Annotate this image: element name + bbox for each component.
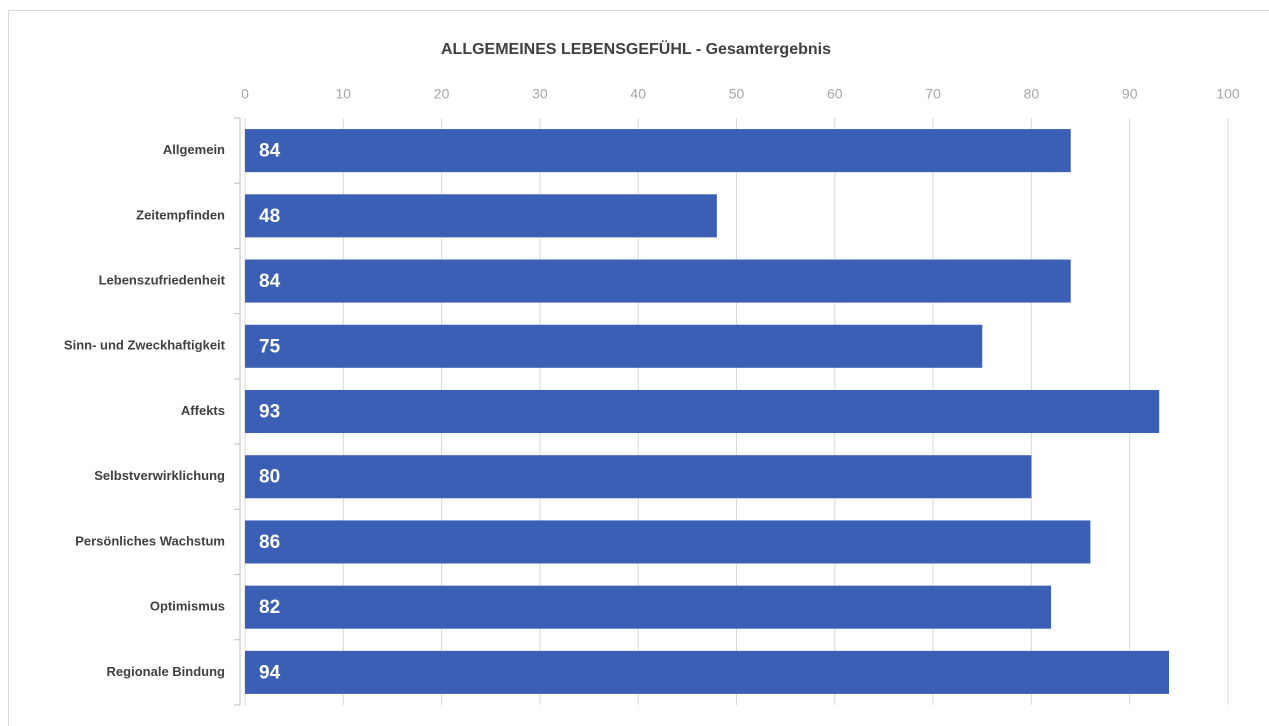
data-label: 82 <box>259 597 280 618</box>
x-tick-label: 80 <box>1024 86 1040 102</box>
chart-title: ALLGEMEINES LEBENSGEFÜHL - Gesamtergebni… <box>441 39 831 58</box>
x-tick-label: 60 <box>827 86 843 102</box>
y-tick-label: Sinn- und Zweckhaftigkeit <box>64 338 226 353</box>
y-tick-label: Selbstverwirklichung <box>94 468 225 483</box>
x-tick-label: 50 <box>729 86 745 102</box>
data-label: 86 <box>259 532 280 553</box>
bar <box>245 324 983 368</box>
y-tick-label: Regionale Bindung <box>107 664 226 679</box>
data-label: 80 <box>259 467 280 488</box>
data-label: 48 <box>259 206 280 227</box>
bar <box>245 389 1160 434</box>
x-tick-label: 20 <box>434 86 450 102</box>
x-tick-label: 30 <box>532 86 548 102</box>
y-tick-label: Affekts <box>181 403 225 418</box>
data-label: 75 <box>259 336 281 357</box>
x-tick-label: 0 <box>241 86 249 102</box>
bar <box>245 194 717 238</box>
x-tick-label: 10 <box>336 86 352 102</box>
bar <box>245 520 1091 564</box>
data-label: 94 <box>259 662 281 683</box>
bar <box>245 585 1052 629</box>
data-label: 93 <box>259 402 280 423</box>
x-tick-label: 70 <box>925 86 941 102</box>
bar <box>245 259 1071 303</box>
x-tick-label: 40 <box>630 86 646 102</box>
x-tick-label: 100 <box>1216 86 1240 102</box>
data-label: 84 <box>259 271 281 292</box>
y-tick-label: Lebenszufriedenheit <box>99 272 226 287</box>
y-tick-label: Persönliches Wachstum <box>75 533 225 548</box>
data-label: 84 <box>259 141 281 162</box>
y-tick-label: Zeitempfinden <box>136 207 225 222</box>
bar <box>245 129 1071 173</box>
bar <box>245 455 1032 499</box>
y-tick-label: Optimismus <box>150 599 225 614</box>
bar <box>245 650 1170 694</box>
x-tick-label: 90 <box>1122 86 1138 102</box>
y-tick-label: Allgemein <box>163 142 225 157</box>
